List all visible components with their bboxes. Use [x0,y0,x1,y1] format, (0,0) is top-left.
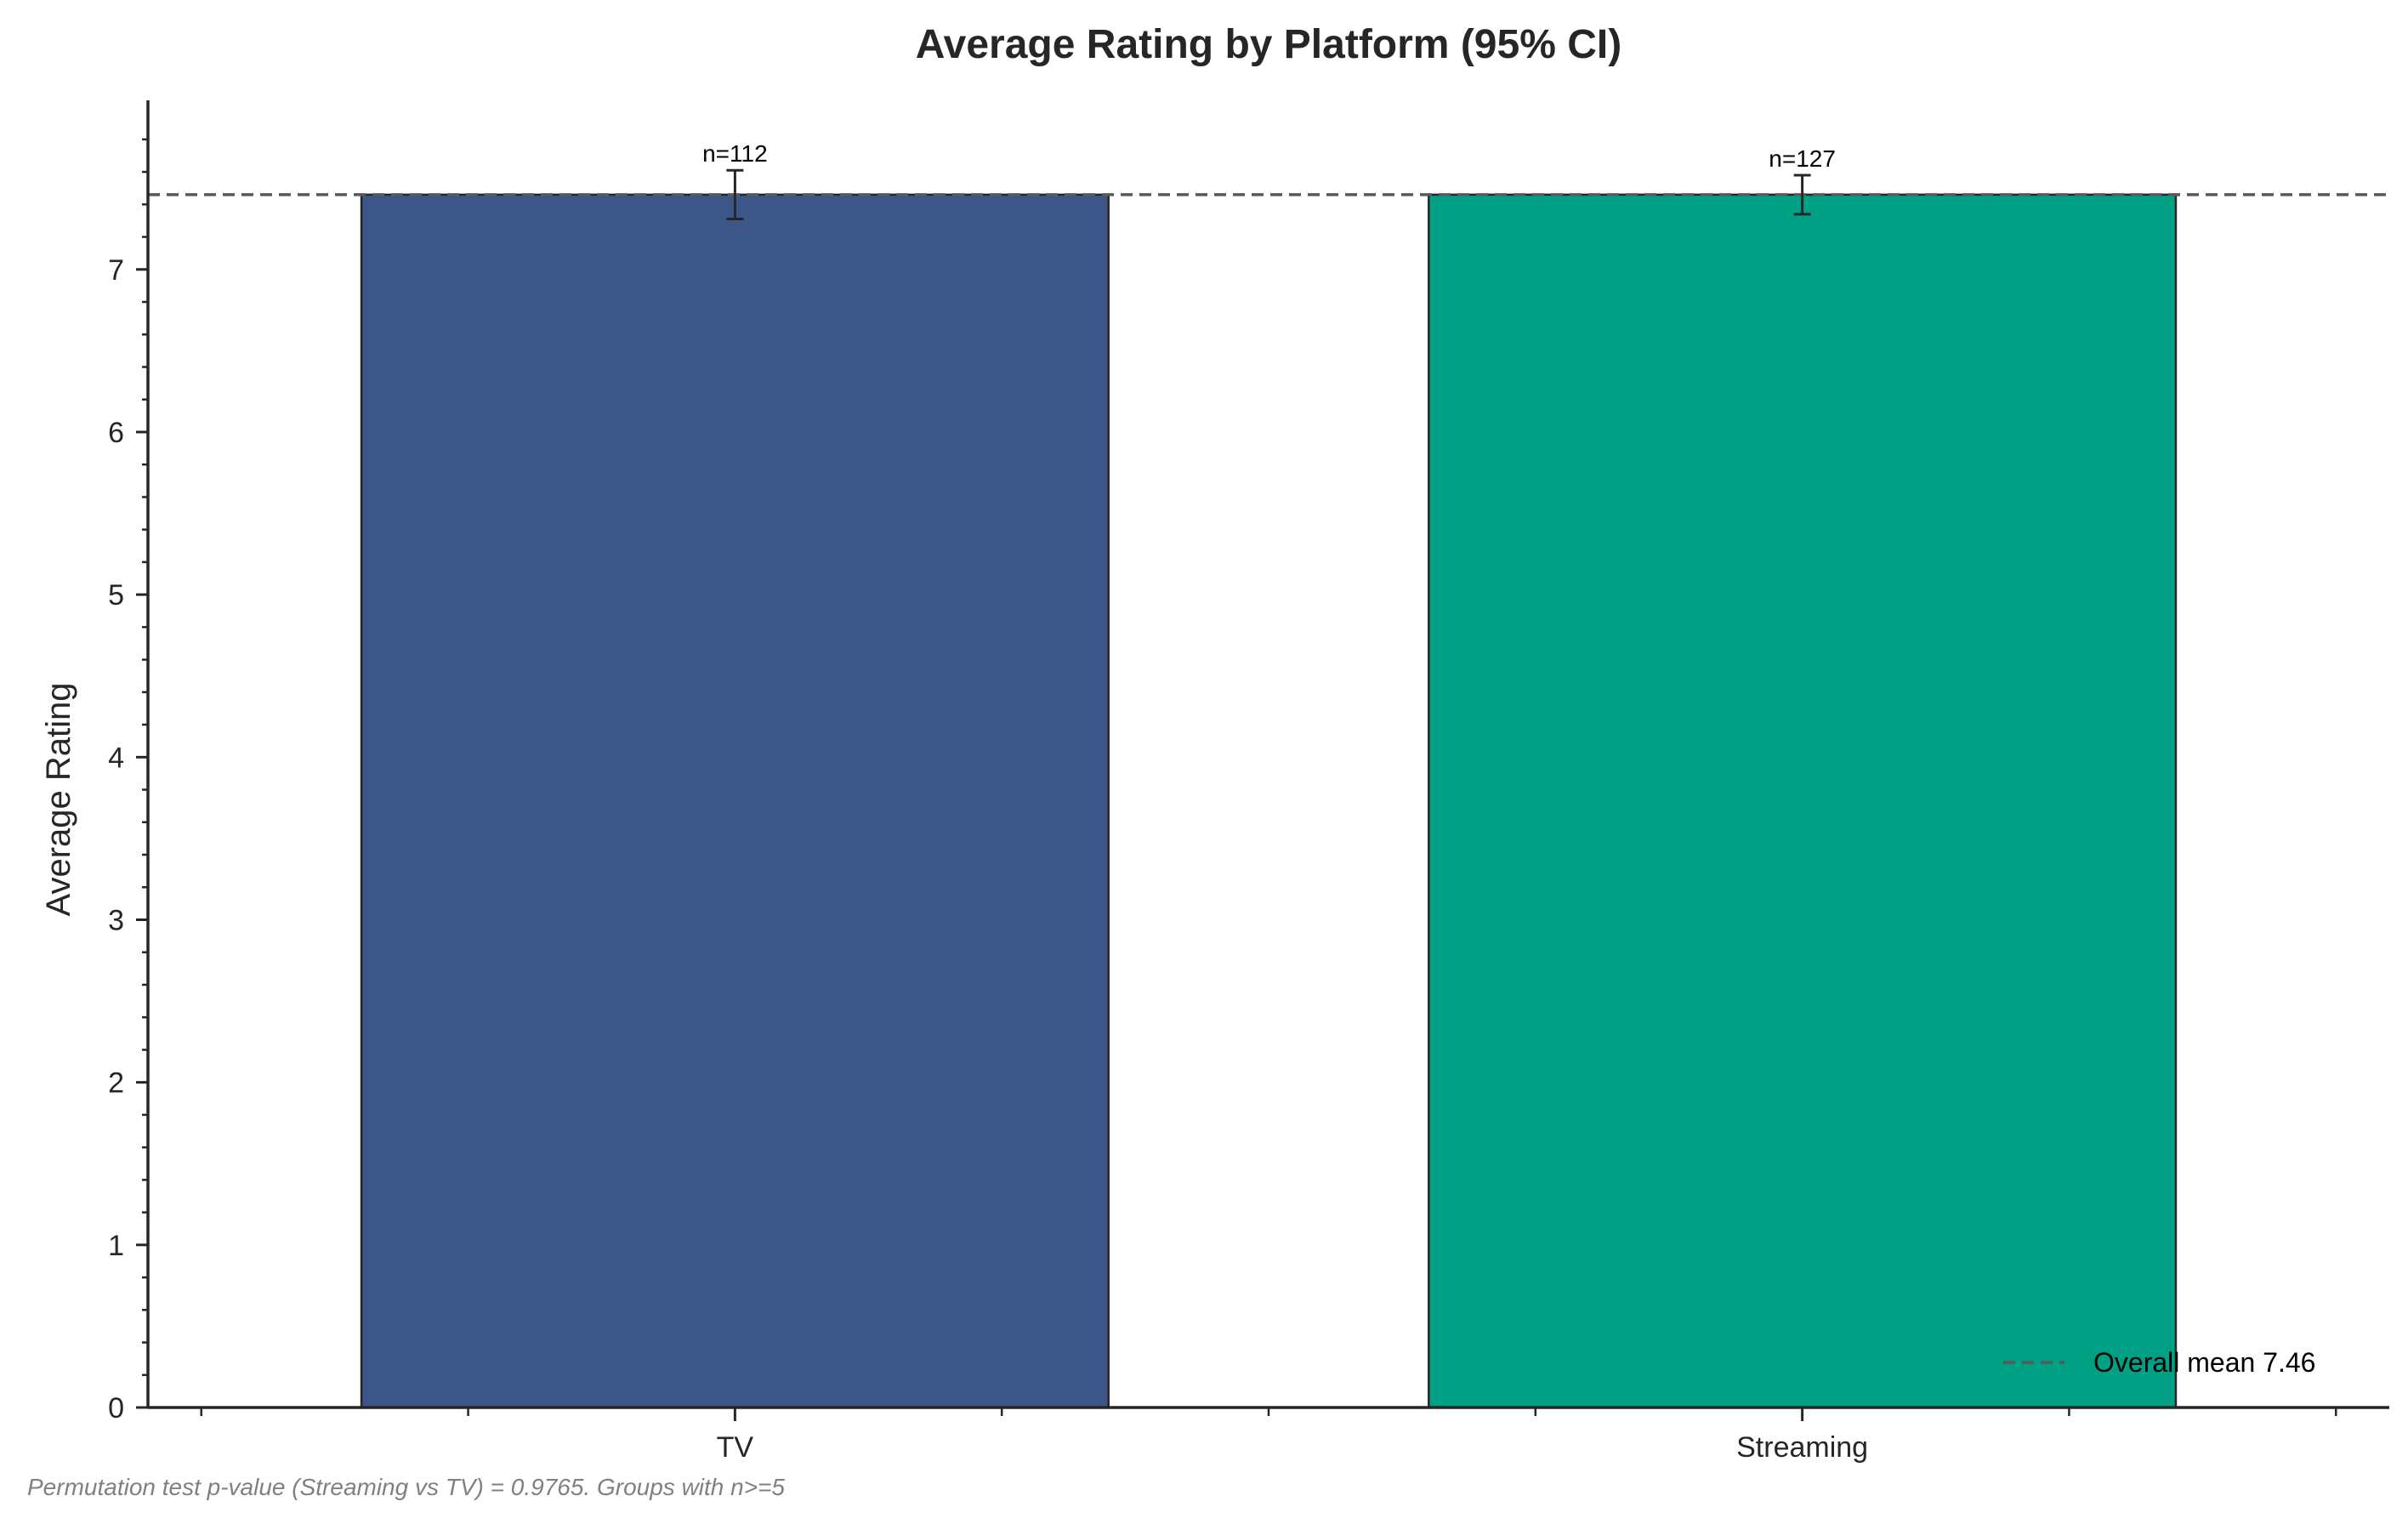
n-label-tv: n=112 [702,140,768,167]
y-tick-label: 7 [108,254,124,287]
y-tick-label: 0 [108,1392,124,1424]
y-tick-label: 2 [108,1067,124,1100]
y-tick-label: 4 [108,742,124,774]
error-bar-streaming [1793,173,1811,216]
legend: Overall mean 7.46 [2003,1347,2315,1378]
bar-tv [360,193,1110,1409]
y-axis-label: Average Rating [40,683,77,917]
n-label-streaming: n=127 [1769,145,1836,172]
y-tick-label: 5 [108,579,124,611]
x-tick-label-streaming: Streaming [1736,1431,1868,1464]
bar-streaming [1428,193,2178,1409]
y-tick-label: 6 [108,417,124,449]
legend-label: Overall mean 7.46 [2093,1347,2315,1378]
footnote: Permutation test p-value (Streaming vs T… [27,1474,785,1500]
y-tick-label: 3 [108,904,124,936]
y-tick-label: 1 [108,1230,124,1262]
error-bar-tv [726,168,744,221]
x-tick-label-tv: TV [717,1431,754,1464]
chart-title: Average Rating by Platform (95% CI) [916,22,1621,67]
